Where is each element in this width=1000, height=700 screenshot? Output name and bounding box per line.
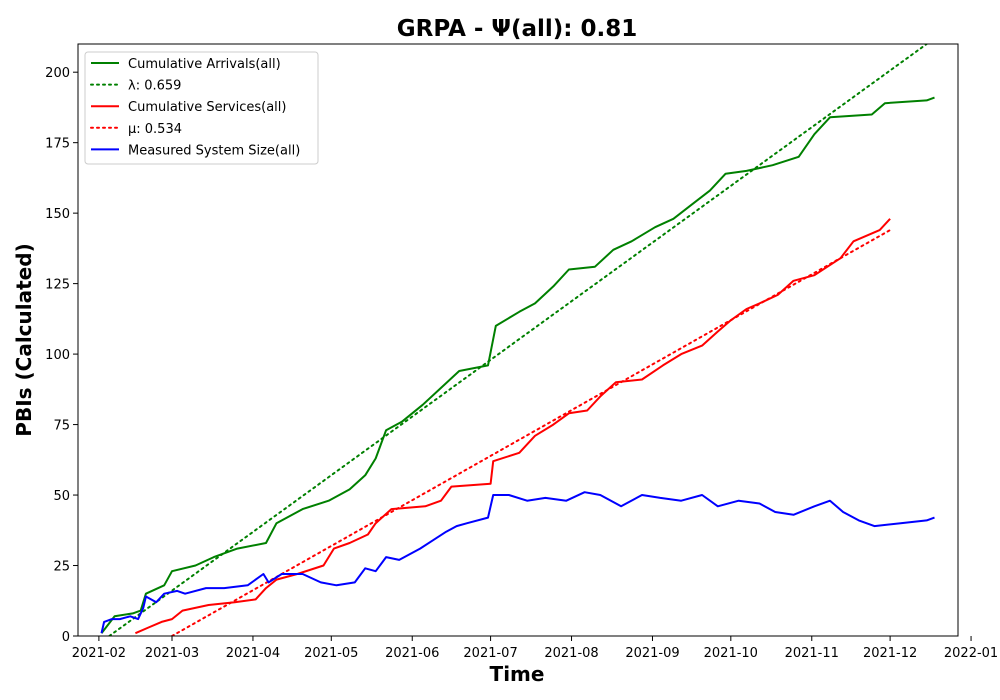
plot-area bbox=[100, 44, 935, 636]
legend-box bbox=[84, 51, 319, 165]
y-tick-label: 25 bbox=[53, 560, 70, 575]
x-tick-label: 2021-12 bbox=[863, 646, 917, 661]
y-tick-label: 100 bbox=[45, 348, 70, 363]
x-tick-label: 2021-11 bbox=[785, 646, 839, 661]
x-tick-label: 2021-06 bbox=[385, 646, 439, 661]
legend-label-0-659: λ: 0.659 bbox=[128, 79, 181, 94]
x-tick-label: 2021-08 bbox=[544, 646, 598, 661]
y-tick-label: 50 bbox=[53, 489, 70, 504]
legend-label-measured-system-size-all: Measured System Size(all) bbox=[128, 143, 300, 158]
y-axis: 0 25 50 75 100 125 150 175 200 bbox=[45, 66, 78, 645]
x-tick-label: 2021-04 bbox=[226, 646, 280, 661]
x-tick-label: 2021-02 bbox=[72, 646, 126, 661]
series-line-0-659 bbox=[108, 44, 928, 636]
series-line-measured-system-size-all bbox=[100, 491, 935, 634]
x-axis-title: Time bbox=[490, 662, 545, 686]
series-line-cumulative-arrivals-all bbox=[100, 96, 935, 634]
x-tick-label: 2021-10 bbox=[704, 646, 758, 661]
y-tick-label: 175 bbox=[45, 137, 70, 152]
x-tick-label: 2021-03 bbox=[145, 646, 199, 661]
legend: Cumulative Arrivals(all) λ: 0.659 Cumulati… bbox=[84, 51, 319, 165]
x-tick-label: 2021-05 bbox=[304, 646, 358, 661]
x-axis: 2021-02 2021-03 2021-04 2021-05 2021-06 2021-… bbox=[72, 636, 998, 661]
y-tick-label: 200 bbox=[45, 66, 70, 81]
x-tick-label: 2021-09 bbox=[625, 646, 679, 661]
y-tick-label: 75 bbox=[53, 419, 70, 434]
y-axis-title: PBIs (Calculated) bbox=[12, 243, 36, 436]
x-tick-label: 2021-07 bbox=[463, 646, 517, 661]
legend-label-cumulative-services-all: Cumulative Services(all) bbox=[128, 100, 286, 115]
y-tick-label: 125 bbox=[45, 278, 70, 293]
legend-label-0-534: μ: 0.534 bbox=[128, 122, 182, 137]
y-tick-label: 0 bbox=[62, 630, 70, 645]
legend-label-cumulative-arrivals-all: Cumulative Arrivals(all) bbox=[128, 57, 281, 72]
series-line-cumulative-services-all bbox=[135, 218, 891, 635]
series-line-0-534 bbox=[171, 229, 892, 636]
plot-frame bbox=[77, 43, 959, 637]
y-tick-label: 150 bbox=[45, 207, 70, 222]
chart-title: GRPA - Ψ(all): 0.81 bbox=[397, 16, 638, 42]
x-tick-label: 2022-01 bbox=[944, 646, 998, 661]
